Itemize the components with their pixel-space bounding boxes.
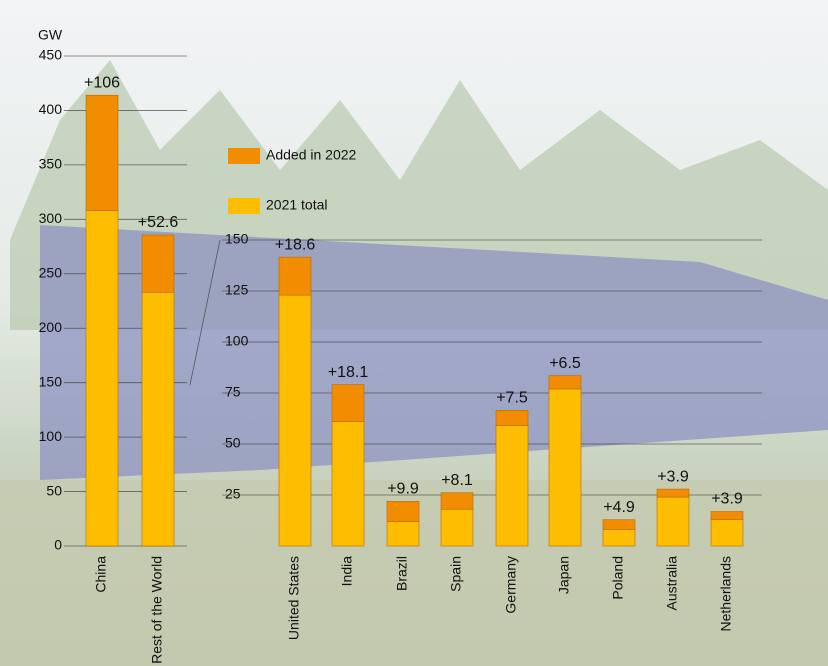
bar-segment (331, 421, 365, 547)
bar-segment (548, 388, 582, 547)
value-label: +4.9 (603, 499, 635, 516)
x-tick-label: Germany (503, 556, 519, 614)
bar-segment (495, 410, 529, 426)
x-tick-label: India (339, 556, 355, 587)
axis-break (189, 239, 221, 386)
y-tick-label: 0 (54, 537, 62, 553)
y-tick-label: 450 (39, 47, 63, 63)
bar-segment (602, 519, 636, 530)
y-tick-label: 200 (39, 319, 63, 335)
bar-segment (278, 256, 312, 296)
value-label: +6.5 (549, 355, 581, 372)
y-tick-label: 50 (225, 435, 241, 451)
value-label: +52.6 (138, 214, 179, 231)
y-tick-label: 25 (225, 486, 241, 502)
bar-segment (440, 492, 474, 510)
value-label: +3.9 (711, 491, 743, 508)
bar-segment (440, 508, 474, 547)
x-tick-label: United States (286, 556, 302, 640)
value-label: +18.1 (328, 364, 369, 381)
legend-label: Added in 2022 (266, 147, 357, 163)
bar-segment (85, 94, 119, 211)
bar-segment (85, 210, 119, 547)
legend-swatch (228, 148, 260, 164)
x-tick-label: Spain (448, 556, 464, 592)
x-tick-label: Australia (664, 556, 680, 611)
bar-segment (710, 511, 744, 520)
y-axis-label: GW (38, 27, 63, 43)
y-tick-label: 100 (39, 428, 63, 444)
value-label: +106 (84, 74, 120, 91)
y-tick-label: 150 (39, 373, 63, 389)
value-label: +8.1 (441, 472, 473, 489)
bar-segment (386, 501, 420, 522)
x-tick-label: Brazil (394, 556, 410, 591)
x-tick-label: Poland (610, 556, 626, 600)
bar-segment (602, 529, 636, 547)
y-tick-label: 250 (39, 264, 63, 280)
bar-segment (710, 519, 744, 547)
y-tick-label: 150 (225, 231, 249, 247)
x-tick-label: Rest of the World (149, 556, 165, 664)
value-label: +3.9 (657, 468, 689, 485)
y-tick-label: 100 (225, 333, 249, 349)
legend-label: 2021 total (266, 197, 328, 213)
bar-segment (548, 375, 582, 390)
value-label: +7.5 (496, 390, 528, 407)
solar-panels (40, 225, 828, 480)
bar-segment (656, 496, 690, 547)
y-tick-label: 300 (39, 210, 63, 226)
x-tick-label: China (93, 556, 109, 593)
value-label: +18.6 (275, 236, 316, 253)
y-tick-label: 400 (39, 101, 63, 117)
y-tick-label: 75 (225, 384, 241, 400)
x-tick-label: Japan (556, 556, 572, 594)
y-tick-label: 125 (225, 282, 249, 298)
bar-segment (141, 234, 175, 293)
bar-segment (495, 425, 529, 547)
bar-segment (386, 521, 420, 547)
bar-segment (141, 291, 175, 547)
value-label: +9.9 (387, 481, 419, 498)
x-tick-label: Netherlands (718, 556, 734, 632)
bar-segment (278, 294, 312, 547)
y-tick-label: 50 (46, 482, 62, 498)
y-tick-label: 350 (39, 156, 63, 172)
bar-segment (656, 488, 690, 498)
legend-swatch (228, 198, 260, 214)
bar-segment (331, 384, 365, 422)
